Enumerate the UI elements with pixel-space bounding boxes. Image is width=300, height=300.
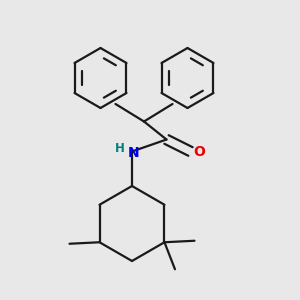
Text: N: N	[128, 146, 139, 160]
Text: O: O	[193, 145, 205, 158]
Text: H: H	[115, 142, 124, 155]
